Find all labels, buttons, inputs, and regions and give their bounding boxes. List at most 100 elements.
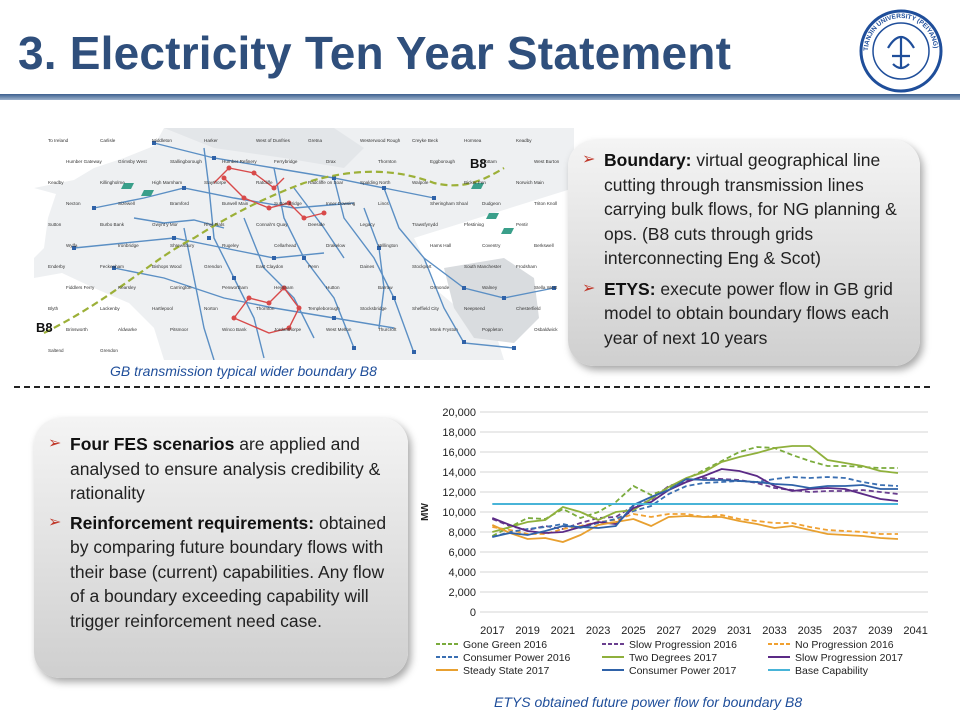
section-divider — [14, 386, 930, 388]
y-tick-label: 18,000 — [442, 427, 476, 439]
map-place-label: Enderby — [48, 264, 66, 269]
legend-label: Base Capability — [795, 665, 869, 677]
x-tick-label: 2021 — [551, 625, 575, 637]
map-place-label: Ferrybridge — [274, 159, 298, 164]
bullet-boundary-title: Boundary: — [604, 150, 692, 170]
map-place-label: Willington — [378, 243, 398, 248]
map-place-label: Lincs — [378, 201, 389, 206]
y-tick-label: 4,000 — [448, 567, 476, 579]
power-flow-chart: 0 2,000 4,000 6,000 8,000 10,000 12,000 14,000 1… — [420, 407, 928, 677]
map-place-label: Penn — [308, 264, 319, 269]
map-place-label: Hutton — [326, 285, 340, 290]
map-place-label: Necton — [66, 201, 81, 206]
map-place-label: Thornton — [378, 159, 397, 164]
map-place-label: Staythorpe — [204, 180, 227, 185]
x-tick-label: 2037 — [833, 625, 857, 637]
map-place-label: West Burton — [534, 159, 560, 164]
map-place-label: Eggborough — [430, 159, 455, 164]
map-place-label: Carrington — [170, 285, 192, 290]
b8-label-top: B8 — [470, 156, 487, 171]
map-place-label: Templeborough — [308, 306, 340, 311]
map-place-label: Gretna — [308, 138, 322, 143]
map-place-label: Westerwood Rough — [360, 138, 401, 143]
map-place-label: Blyth — [48, 306, 59, 311]
map-place-label: Triton Knoll — [534, 201, 557, 206]
y-tick-label: 20,000 — [442, 407, 476, 419]
map-place-label: Sutton Bridge — [274, 201, 302, 206]
map-place-label: Brinsworth — [66, 327, 88, 332]
map-place-label: Jordanthorpe — [274, 327, 302, 332]
legend-label: Two Degrees 2017 — [629, 652, 717, 664]
chart-caption: ETYS obtained future power flow for boun… — [494, 694, 803, 710]
map-place-label: Ratcliffe — [256, 180, 273, 185]
map-place-label: Barrow — [378, 285, 393, 290]
scenarios-info-list: Four FES scenarios are applied and analy… — [34, 418, 408, 633]
legend-label: Slow Progression 2016 — [629, 639, 737, 651]
map-place-label: Deeside — [308, 222, 325, 227]
series-line — [492, 478, 898, 538]
map-place-label: Trawsfynydd — [412, 222, 438, 227]
bullet-reinforcement-title: Reinforcement requirements: — [70, 512, 315, 533]
map-sea-northwest — [34, 128, 164, 188]
map-place-labels: To Ireland Carlisle Middleton Harker West of… — [48, 138, 560, 353]
map-place-label: Norwich Main — [516, 180, 544, 185]
map-place-label: Pitsmoor — [170, 327, 189, 332]
map-place-label: Ffestiniog — [464, 222, 484, 227]
map-place-label: High Marnham — [152, 180, 182, 185]
map-place-label: Connah's Quay — [256, 222, 288, 227]
bullet-fes-title: Four FES scenarios — [70, 434, 235, 454]
series-line — [492, 476, 899, 538]
map-place-label: Pentir — [516, 222, 528, 227]
series-line — [492, 445, 899, 533]
map-place-label: Frodsham — [516, 264, 537, 269]
map-place-label: Spalding North — [360, 180, 391, 185]
map-place-label: Coventry — [482, 243, 501, 248]
map-place-label: Burwell Main — [222, 201, 249, 206]
map-place-label: Rugeley — [222, 243, 240, 248]
map-place-label: Grimsby West — [118, 159, 147, 164]
map-place-label: South Manchester — [464, 264, 502, 269]
series-line — [492, 513, 898, 535]
map-red-nodes — [221, 165, 327, 331]
map-offshore-wind-nodes — [121, 183, 514, 234]
map-caption: GB transmission typical wider boundary B… — [110, 363, 377, 379]
bullet-reinforcement: Reinforcement requirements: obtained by … — [48, 511, 394, 634]
legend-label: No Progression 2016 — [795, 639, 894, 651]
bullet-etys: ETYS: execute power flow in GB grid mode… — [582, 277, 906, 351]
map-place-label: Neepsend — [464, 306, 485, 311]
x-tick-label: 2029 — [692, 625, 716, 637]
y-tick-label: 6,000 — [448, 547, 476, 559]
map-place-label: Stella West — [534, 285, 558, 290]
x-tick-label: 2019 — [515, 625, 539, 637]
legend-label: Consumer Power 2016 — [463, 652, 571, 664]
map-place-label: Stocksbridge — [360, 306, 387, 311]
legend-label: Gone Green 2016 — [463, 639, 547, 651]
map-place-label: Drakelow — [326, 243, 346, 248]
map-place-label: Hornsea — [464, 138, 482, 143]
scenarios-info-box: Four FES scenarios are applied and analy… — [34, 418, 408, 678]
y-tick-label: 14,000 — [442, 467, 476, 479]
map-place-label: Dudgeon — [482, 201, 501, 206]
map-place-label: Creyke Beck — [412, 138, 439, 143]
title-underline — [0, 94, 960, 100]
map-place-label: Sheffield City — [412, 306, 440, 311]
map-place-label: Hartlepool — [152, 306, 173, 311]
map-north-region — [164, 128, 364, 168]
b8-boundary-line — [43, 167, 505, 334]
map-place-label: Radcliffe on Soar — [308, 180, 344, 185]
map-place-label: Humber Refinery — [222, 159, 257, 164]
map-place-label: Killingholme — [100, 180, 125, 185]
map-sea-southwest — [34, 273, 164, 360]
map-place-label: Humber Gateway — [66, 159, 102, 164]
map-place-label: Cellarhead — [274, 243, 297, 248]
map-place-label: Fiddlers Ferry — [66, 285, 95, 290]
map-place-label: Grendon — [100, 348, 118, 353]
map-place-label: Thurcroft — [378, 327, 397, 332]
university-logo: TIANJIN UNIVERSITY (PEIYANG) 1895 — [858, 8, 943, 93]
x-tick-label: 2017 — [480, 625, 504, 637]
map-place-label: Stallingborough — [170, 159, 202, 164]
map-place-label: Middleton — [152, 138, 172, 143]
map-place-label: Kearsley — [118, 285, 137, 290]
x-tick-label: 2025 — [621, 625, 645, 637]
y-tick-label: 10,000 — [442, 507, 476, 519]
